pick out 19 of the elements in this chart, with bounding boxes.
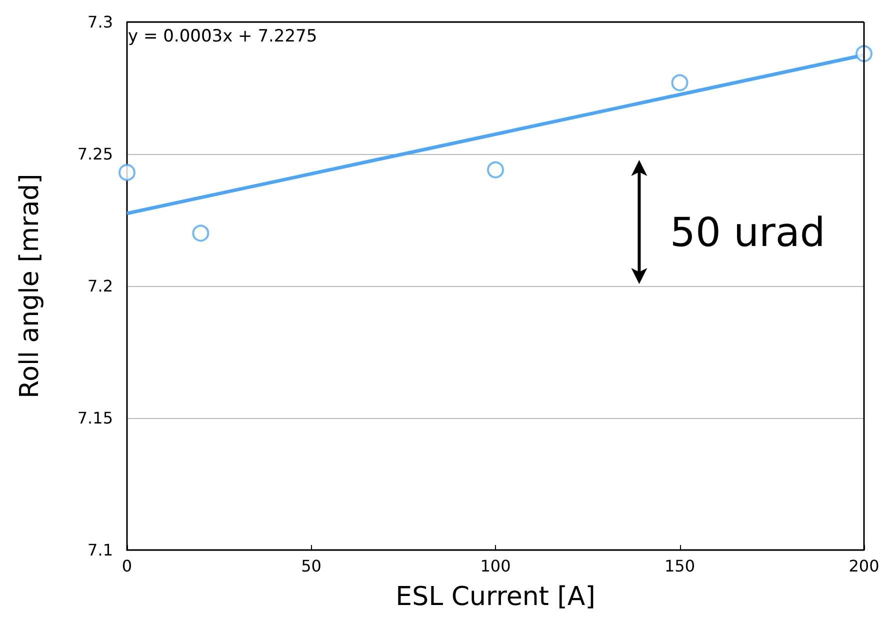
y-tick-label: 7.3	[88, 12, 113, 32]
annotation: y = 0.0003x + 7.2275	[128, 26, 318, 46]
y-tick-label: 7.2	[88, 276, 113, 296]
point	[192, 224, 210, 242]
point	[856, 45, 872, 62]
point	[671, 74, 688, 92]
x-tick-label: 200	[848, 556, 880, 576]
x-tick-label: 50	[301, 556, 322, 576]
y-tick-label: 7.15	[77, 408, 113, 428]
x-tick-label: 150	[664, 556, 696, 576]
annotation: 50 urad	[670, 210, 826, 256]
x-axis-title: ESL Current [A]	[396, 582, 596, 612]
point	[118, 164, 136, 181]
y-tick-label: 7.1	[88, 540, 113, 560]
point	[487, 161, 504, 178]
y-tick-label: 7.25	[77, 144, 113, 164]
x-tick-label: 100	[480, 556, 511, 576]
x-tick-label: 0	[122, 556, 132, 576]
y-axis-title: Roll angle [mrad]	[15, 174, 45, 398]
